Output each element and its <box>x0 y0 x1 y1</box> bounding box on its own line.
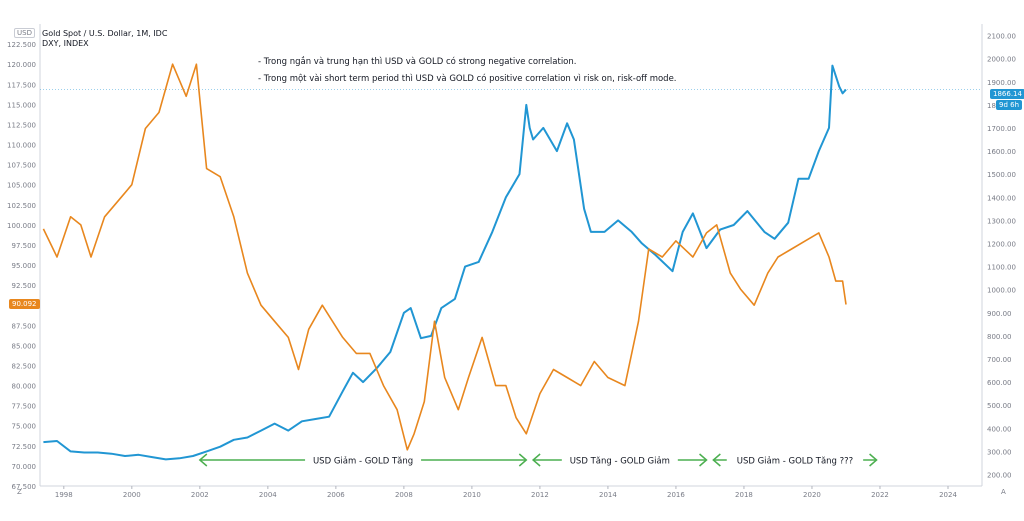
note-2: - Trong một vài short term period thì US… <box>258 74 677 84</box>
annotation-arrowhead-left <box>712 453 721 467</box>
y-right-tick-label: 1000.00 <box>987 287 1016 295</box>
y-left-tick-label: 77.500 <box>12 403 37 411</box>
x-tick-label: 2012 <box>531 491 549 499</box>
y-left-tick-label: 105.000 <box>7 182 36 190</box>
y-right-tick-label: 2000.00 <box>987 56 1016 64</box>
y-left-tick-label: 85.000 <box>12 342 37 350</box>
y-right-tick-label: 300.00 <box>987 448 1012 456</box>
y-left-tick-label: 82.500 <box>12 362 37 370</box>
annotation-arrowhead-right <box>869 453 878 467</box>
chart-subtitle: DXY, INDEX <box>42 39 89 48</box>
x-tick-label: 2014 <box>599 491 617 499</box>
y-right-tick-label: 700.00 <box>987 356 1012 364</box>
y-right-tick-label: 500.00 <box>987 402 1012 410</box>
y-left-tick-label: 67.500 <box>12 483 37 491</box>
y-right-tick-label: 200.00 <box>987 471 1012 479</box>
x-tick-label: 2024 <box>939 491 957 499</box>
x-tick-label: 2016 <box>667 491 685 499</box>
y-left-tick-label: 107.500 <box>7 162 36 170</box>
x-tick-label: 2000 <box>123 491 141 499</box>
y-left-tick-label: 75.000 <box>12 423 37 431</box>
annotation-arrowhead-right <box>699 453 708 467</box>
dxy-price-tag: 90.092 <box>9 299 40 309</box>
y-left-tick-label: 72.500 <box>12 443 37 451</box>
y-right-tick-label: 1900.00 <box>987 79 1016 87</box>
y-left-tick-label: 92.500 <box>12 282 37 290</box>
x-tick-label: 2010 <box>463 491 481 499</box>
annotation-label: USD Tăng - GOLD Giảm <box>570 456 670 467</box>
y-left-tick-label: 97.500 <box>12 242 37 250</box>
x-tick-label: 2006 <box>327 491 345 499</box>
y-left-tick-label: 112.500 <box>7 121 36 129</box>
x-tick-label: 2020 <box>803 491 821 499</box>
y-left-tick-label: 95.000 <box>12 262 37 270</box>
chart-title: Gold Spot / U.S. Dollar, 1M, IDC <box>42 29 168 38</box>
gold-countdown-tag: 9d 6h <box>996 100 1023 110</box>
y-left-tick-label: 102.500 <box>7 202 36 210</box>
x-tick-label: 1998 <box>55 491 73 499</box>
annotation-arrowhead-right <box>518 453 528 467</box>
y-right-tick-label: 800.00 <box>987 333 1012 341</box>
note-1: - Trong ngắn và trung hạn thì USD và GOL… <box>258 57 577 67</box>
y-right-tick-label: 1600.00 <box>987 148 1016 156</box>
x-tick-label: 2004 <box>259 491 277 499</box>
x-tick-label: 2008 <box>395 491 413 499</box>
y-left-tick-label: 120.000 <box>7 61 36 69</box>
gold-price-tag: 1866.14 <box>990 89 1024 99</box>
annotation-label: USD Giảm - GOLD Tăng ??? <box>737 456 853 467</box>
y-right-tick-label: 600.00 <box>987 379 1012 387</box>
corner-right-label[interactable]: A <box>1001 488 1006 496</box>
dxy-series-line <box>42 63 847 451</box>
annotation-label: USD Giảm - GOLD Tăng <box>313 456 413 467</box>
y-left-tick-label: 100.000 <box>7 222 36 230</box>
y-right-tick-label: 1300.00 <box>987 217 1016 225</box>
y-right-tick-label: 1400.00 <box>987 194 1016 202</box>
x-tick-label: 2002 <box>191 491 209 499</box>
y-left-tick-label: 70.000 <box>12 463 37 471</box>
annotation-arrowhead-left <box>198 453 208 467</box>
x-tick-label: 2018 <box>735 491 753 499</box>
y-right-tick-label: 1700.00 <box>987 125 1016 133</box>
gold-series-line <box>43 64 847 461</box>
x-tick-label: 2022 <box>871 491 889 499</box>
y-left-tick-label: 122.500 <box>7 41 36 49</box>
y-left-tick-label: 117.500 <box>7 81 36 89</box>
currency-button[interactable]: USD <box>14 28 35 38</box>
annotation-arrowhead-left <box>531 453 541 467</box>
y-right-tick-label: 2100.00 <box>987 33 1016 41</box>
y-right-tick-label: 400.00 <box>987 425 1012 433</box>
y-left-tick-label: 115.000 <box>7 101 36 109</box>
y-right-tick-label: 1200.00 <box>987 240 1016 248</box>
corner-left-label[interactable]: Z <box>17 488 22 496</box>
y-left-tick-label: 87.500 <box>12 322 37 330</box>
y-right-tick-label: 900.00 <box>987 310 1012 318</box>
y-left-tick-label: 110.000 <box>7 142 36 150</box>
y-right-tick-label: 1500.00 <box>987 171 1016 179</box>
y-right-tick-label: 1100.00 <box>987 264 1016 272</box>
y-left-tick-label: 80.000 <box>12 383 37 391</box>
